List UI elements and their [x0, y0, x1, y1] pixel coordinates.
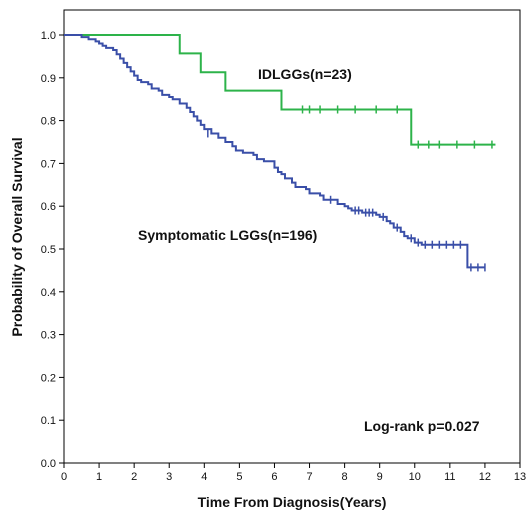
- y-tick-label: 0.9: [41, 73, 56, 85]
- x-tick-label: 11: [444, 471, 455, 483]
- x-tick-label: 5: [236, 471, 242, 483]
- x-tick-label: 6: [271, 471, 277, 483]
- series-line-idlggs-n-23: [64, 34, 496, 146]
- annotation-idlggs: IDLGGs(n=23): [258, 66, 352, 82]
- annotation-symptomatic-lggs: Symptomatic LGGs(n=196): [138, 227, 317, 243]
- y-tick-label: 0.1: [41, 415, 56, 427]
- y-tick-label: 0.5: [41, 244, 56, 256]
- y-tick-label: 0.8: [41, 116, 56, 128]
- x-tick-label: 0: [61, 471, 67, 483]
- survival-curves: [64, 34, 496, 272]
- x-tick-label: 13: [514, 471, 526, 483]
- x-tick-label: 4: [201, 471, 207, 483]
- x-tick-label: 3: [166, 471, 172, 483]
- y-tick-label: 1.0: [41, 30, 56, 42]
- y-tick-label: 0.6: [41, 201, 56, 213]
- x-tick-label: 2: [131, 471, 137, 483]
- y-tick-label: 0.2: [41, 372, 56, 384]
- y-tick-label: 0.4: [41, 287, 56, 299]
- y-axis-title: Probability of Overall Survival: [9, 137, 25, 336]
- annotation-log-rank: Log-rank p=0.027: [364, 418, 480, 434]
- plot-area: [63, 9, 521, 464]
- y-tick-label: 0.0: [41, 458, 56, 470]
- y-tick-label: 0.7: [41, 158, 56, 170]
- x-axis-ticks: 0 1 2 3 4 5 6 7 8 9 10 11 12 13: [61, 463, 526, 483]
- x-tick-label: 8: [342, 471, 348, 483]
- series-line-symptomatic-lggs-n-196: [64, 34, 485, 269]
- x-tick-label: 10: [409, 471, 421, 483]
- x-axis-title: Time From Diagnosis(Years): [198, 494, 387, 510]
- x-tick-label: 1: [96, 471, 102, 483]
- y-axis-ticks: 0.0 0.1 0.2 0.3 0.4 0.5 0.6 0.7 0.8 0.9 1.0: [41, 30, 64, 470]
- y-tick-label: 0.3: [41, 330, 56, 342]
- x-tick-label: 9: [377, 471, 383, 483]
- x-tick-label: 12: [479, 471, 491, 483]
- x-tick-label: 7: [306, 471, 312, 483]
